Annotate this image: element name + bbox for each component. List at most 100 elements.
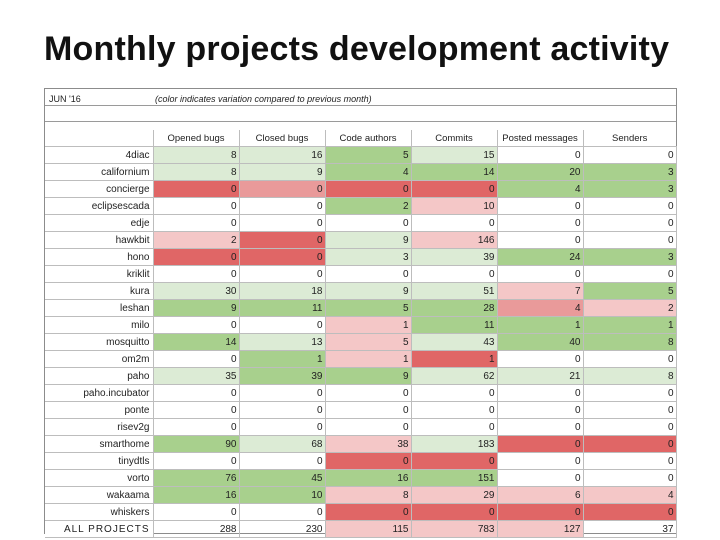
value-cell: 0 (582, 231, 677, 249)
value-cell: 0 (152, 197, 240, 215)
value-cell: 24 (496, 248, 584, 266)
activity-table: Opened bugs Closed bugs Code authors Com… (45, 130, 677, 538)
value-cell: 0 (238, 231, 326, 249)
value-cell: 0 (324, 180, 412, 198)
value-cell: 0 (152, 248, 240, 266)
value-cell: 0 (582, 401, 677, 419)
value-cell: 10 (238, 486, 326, 504)
value-cell: 151 (410, 469, 498, 487)
table-row: smarthome 90 68 38 183 0 0 (45, 435, 677, 453)
project-column-header (45, 130, 153, 147)
value-cell: 8 (582, 333, 677, 351)
value-cell: 3 (582, 248, 677, 266)
value-cell: 0 (238, 401, 326, 419)
value-cell: 45 (238, 469, 326, 487)
value-cell: 0 (582, 265, 677, 283)
table-row: californium 8 9 4 14 20 3 (45, 163, 677, 181)
value-cell: 0 (496, 146, 584, 164)
value-cell: 1 (582, 316, 677, 334)
value-cell: 0 (582, 469, 677, 487)
value-cell: 0 (238, 384, 326, 402)
column-header: Code authors (324, 130, 411, 147)
project-name: eclipsescada (45, 197, 154, 215)
value-cell: 127 (496, 520, 584, 538)
table-row: 4diac 8 16 5 15 0 0 (45, 146, 677, 164)
value-cell: 0 (238, 452, 326, 470)
value-cell: 0 (496, 265, 584, 283)
value-cell: 0 (582, 146, 677, 164)
value-cell: 0 (152, 265, 240, 283)
value-cell: 0 (152, 384, 240, 402)
table-row: milo 0 0 1 11 1 1 (45, 316, 677, 334)
table-row: whiskers 0 0 0 0 0 0 (45, 503, 677, 521)
value-cell: 3 (582, 180, 677, 198)
value-cell: 1 (238, 350, 326, 368)
value-cell: 2 (324, 197, 412, 215)
value-cell: 0 (410, 503, 498, 521)
value-cell: 5 (324, 146, 412, 164)
value-cell: 183 (410, 435, 498, 453)
value-cell: 29 (410, 486, 498, 504)
value-cell: 8 (152, 146, 240, 164)
project-name: risev2g (45, 418, 154, 436)
value-cell: 0 (410, 214, 498, 232)
value-cell: 1 (496, 316, 584, 334)
value-cell: 0 (582, 197, 677, 215)
value-cell: 0 (152, 350, 240, 368)
column-header: Opened bugs (152, 130, 239, 147)
project-name: edje (45, 214, 154, 232)
table-row: om2m 0 1 1 1 0 0 (45, 350, 677, 368)
value-cell: 5 (582, 282, 677, 300)
project-name: californium (45, 163, 154, 181)
value-cell: 8 (152, 163, 240, 181)
value-cell: 146 (410, 231, 498, 249)
header-divider (45, 121, 676, 122)
value-cell: 0 (496, 401, 584, 419)
project-name: kriklit (45, 265, 154, 283)
value-cell: 783 (410, 520, 498, 538)
value-cell: 16 (324, 469, 412, 487)
value-cell: 0 (582, 418, 677, 436)
value-cell: 3 (324, 248, 412, 266)
value-cell: 6 (496, 486, 584, 504)
project-name: hono (45, 248, 154, 266)
total-row: ALL PROJECTS 288 230 115 783 127 37 (45, 520, 677, 538)
project-name: smarthome (45, 435, 154, 453)
period-label: JUN '16 (49, 94, 81, 104)
value-cell: 21 (496, 367, 584, 385)
value-cell: 0 (496, 197, 584, 215)
value-cell: 0 (152, 452, 240, 470)
value-cell: 0 (238, 214, 326, 232)
value-cell: 0 (238, 248, 326, 266)
header-row: Opened bugs Closed bugs Code authors Com… (45, 130, 676, 147)
project-name: vorto (45, 469, 154, 487)
value-cell: 8 (324, 486, 412, 504)
value-cell: 5 (324, 333, 412, 351)
project-name: mosquitto (45, 333, 154, 351)
value-cell: 4 (582, 486, 677, 504)
value-cell: 4 (496, 180, 584, 198)
value-cell: 4 (324, 163, 412, 181)
value-cell: 230 (238, 520, 326, 538)
value-cell: 1 (324, 316, 412, 334)
value-cell: 5 (324, 299, 412, 317)
value-cell: 0 (410, 384, 498, 402)
value-cell: 0 (152, 503, 240, 521)
value-cell: 68 (238, 435, 326, 453)
project-name: ponte (45, 401, 154, 419)
value-cell: 0 (582, 350, 677, 368)
value-cell: 16 (152, 486, 240, 504)
value-cell: 15 (410, 146, 498, 164)
project-name: leshan (45, 299, 154, 317)
project-name: whiskers (45, 503, 154, 521)
value-cell: 9 (324, 367, 412, 385)
value-cell: 11 (410, 316, 498, 334)
project-name: concierge (45, 180, 154, 198)
project-name: 4diac (45, 146, 154, 164)
table-row: concierge 0 0 0 0 4 3 (45, 180, 677, 198)
project-name: ALL PROJECTS (45, 520, 154, 538)
value-cell: 115 (324, 520, 412, 538)
value-cell: 28 (410, 299, 498, 317)
value-cell: 0 (496, 231, 584, 249)
value-cell: 0 (238, 197, 326, 215)
